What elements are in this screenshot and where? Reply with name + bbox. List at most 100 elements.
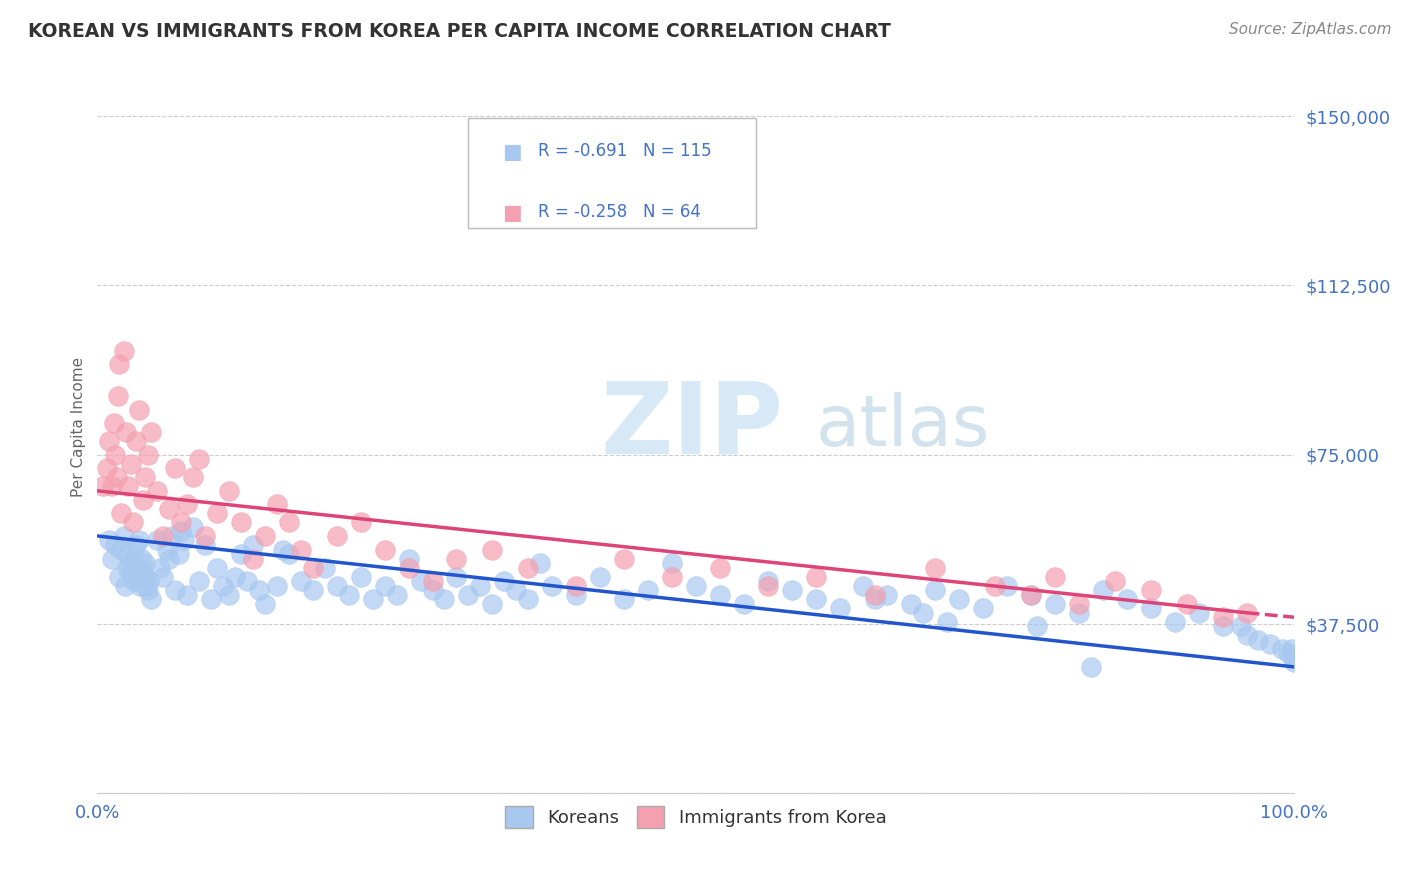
Point xyxy=(124,434,146,449)
Point xyxy=(1188,606,1211,620)
Point xyxy=(200,592,222,607)
Point xyxy=(122,551,145,566)
Point xyxy=(924,583,946,598)
Text: ZIP: ZIP xyxy=(600,378,783,475)
Point xyxy=(205,507,228,521)
Point xyxy=(129,579,152,593)
Point xyxy=(1212,610,1234,624)
Point xyxy=(117,560,139,574)
Point xyxy=(138,574,160,588)
Point xyxy=(134,556,156,570)
Point xyxy=(409,574,432,588)
Point xyxy=(157,501,180,516)
Point xyxy=(661,556,683,570)
Point xyxy=(96,461,118,475)
Point xyxy=(900,597,922,611)
Point xyxy=(194,538,217,552)
Point xyxy=(290,542,312,557)
Point xyxy=(446,569,468,583)
Point xyxy=(128,533,150,548)
Point xyxy=(984,579,1007,593)
Point xyxy=(242,551,264,566)
Point xyxy=(589,569,612,583)
Point xyxy=(1260,637,1282,651)
Point xyxy=(446,551,468,566)
Point xyxy=(1139,601,1161,615)
Point xyxy=(167,547,190,561)
Point xyxy=(804,592,827,607)
Point xyxy=(118,556,141,570)
Point xyxy=(117,479,139,493)
Point xyxy=(188,574,211,588)
Text: KOREAN VS IMMIGRANTS FROM KOREA PER CAPITA INCOME CORRELATION CHART: KOREAN VS IMMIGRANTS FROM KOREA PER CAPI… xyxy=(28,22,891,41)
Point xyxy=(277,547,299,561)
Text: Source: ZipAtlas.com: Source: ZipAtlas.com xyxy=(1229,22,1392,37)
Point xyxy=(165,461,187,475)
Text: ■: ■ xyxy=(502,202,522,223)
Point xyxy=(141,425,163,439)
Point xyxy=(637,583,659,598)
Point xyxy=(103,416,125,430)
Point xyxy=(865,588,887,602)
Point xyxy=(936,615,959,629)
Point xyxy=(122,516,145,530)
Point xyxy=(924,560,946,574)
Point xyxy=(181,520,204,534)
Point xyxy=(194,529,217,543)
Point xyxy=(1175,597,1198,611)
Point xyxy=(165,583,187,598)
Point xyxy=(1247,632,1270,647)
Point xyxy=(107,389,129,403)
Point xyxy=(1277,646,1299,660)
Point xyxy=(326,579,349,593)
Text: R = -0.691   N = 115: R = -0.691 N = 115 xyxy=(538,142,711,160)
Point xyxy=(205,560,228,574)
Point xyxy=(100,479,122,493)
Point xyxy=(247,583,270,598)
Point xyxy=(124,538,146,552)
Point xyxy=(541,579,564,593)
Text: atlas: atlas xyxy=(815,392,990,461)
Point xyxy=(242,538,264,552)
Point xyxy=(146,533,169,548)
Point xyxy=(326,529,349,543)
Point xyxy=(253,529,276,543)
Point xyxy=(132,492,155,507)
Point xyxy=(661,569,683,583)
Point xyxy=(398,551,420,566)
Point xyxy=(433,592,456,607)
Point xyxy=(136,583,159,598)
Point xyxy=(350,516,373,530)
Point xyxy=(1282,651,1305,665)
Point xyxy=(756,574,779,588)
Point xyxy=(1236,606,1258,620)
Point xyxy=(613,592,636,607)
Point xyxy=(112,529,135,543)
Point xyxy=(481,542,503,557)
Point xyxy=(128,402,150,417)
Point xyxy=(110,542,132,557)
Point xyxy=(1229,619,1251,633)
Point xyxy=(709,560,731,574)
Point xyxy=(110,507,132,521)
Point xyxy=(124,574,146,588)
Point xyxy=(176,497,198,511)
Point xyxy=(470,579,492,593)
Point xyxy=(337,588,360,602)
Point xyxy=(685,579,707,593)
Point xyxy=(494,574,516,588)
Point xyxy=(1139,583,1161,598)
Point xyxy=(173,533,195,548)
Point xyxy=(1271,641,1294,656)
Point xyxy=(277,516,299,530)
Point xyxy=(912,606,935,620)
Point xyxy=(120,457,142,471)
Point xyxy=(104,448,127,462)
Point xyxy=(1091,583,1114,598)
Legend: Koreans, Immigrants from Korea: Koreans, Immigrants from Korea xyxy=(498,799,894,836)
Point xyxy=(156,542,179,557)
Point xyxy=(529,556,551,570)
Point xyxy=(422,574,444,588)
Point xyxy=(995,579,1018,593)
Point xyxy=(290,574,312,588)
